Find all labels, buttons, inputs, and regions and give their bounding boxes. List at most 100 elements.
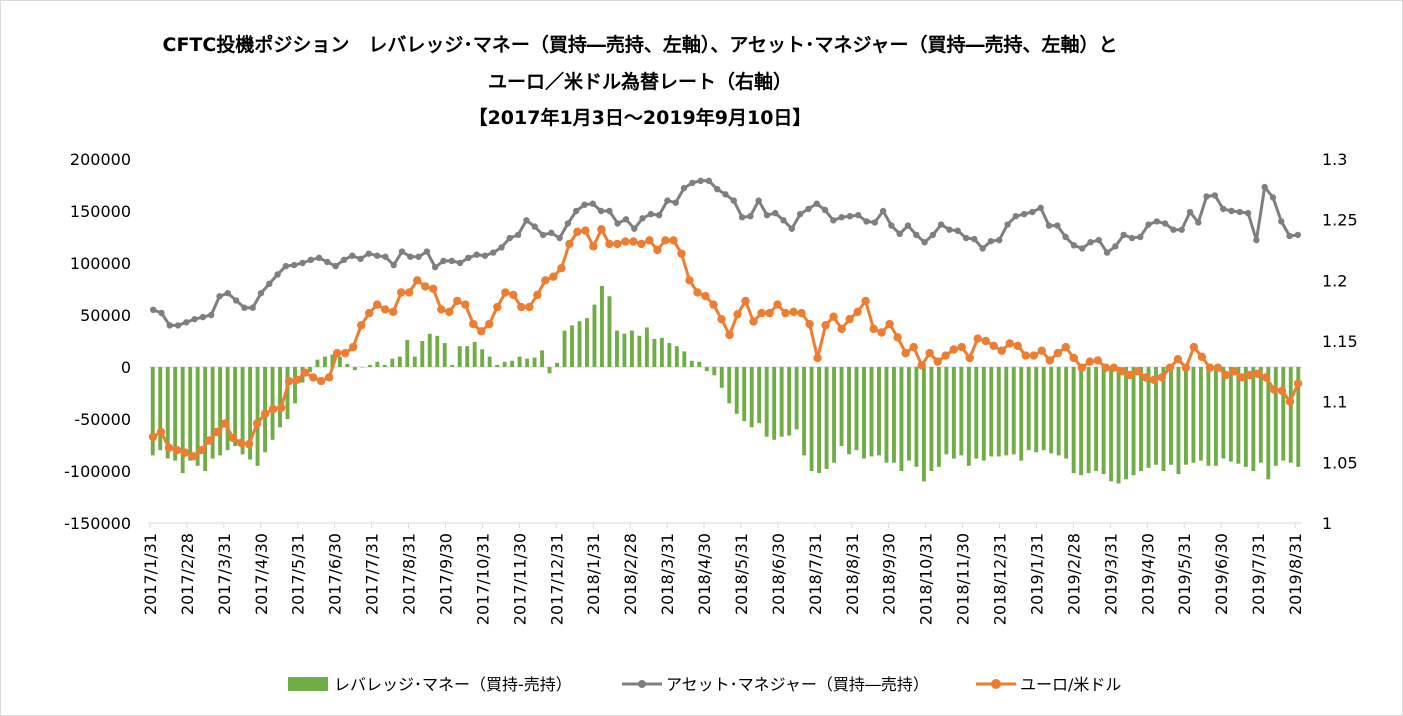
asset-manager-point [871,219,879,226]
leveraged-money-bar [1228,367,1233,462]
leveraged-money-bar [869,367,874,457]
leveraged-money-bar [974,367,979,459]
asset-manager-point [498,244,505,251]
x-axis-tick-label: 2017/8/31 [400,533,419,615]
eurusd-point [477,327,486,336]
leveraged-money-bar [465,346,470,367]
eurusd-point [565,239,574,249]
x-axis-tick-label: 2019/4/30 [1138,533,1157,615]
eurusd-point [1101,363,1111,372]
leveraged-money-bar [667,343,672,367]
asset-manager-point [183,319,190,326]
eurusd-point [741,296,750,306]
asset-manager-point [755,197,762,204]
asset-manager-point [647,210,655,218]
eurusd-point [156,427,166,437]
asset-manager-point [572,207,580,215]
leveraged-money-bar [936,367,941,467]
asset-manager-point [689,179,696,187]
eurusd-point [389,307,398,317]
x-axis-tick-label: 2019/5/31 [1175,533,1194,615]
eurusd-point [308,373,318,382]
asset-manager-point [1261,183,1268,191]
eurusd-point [1133,367,1143,376]
leveraged-money-bar [173,367,178,461]
leveraged-money-bar [195,367,200,466]
legend-label-leveraged-money: レバレッジ･マネー（買持-売持） [334,675,572,694]
asset-manager-point [456,259,464,267]
leveraged-money-bar [248,367,253,460]
asset-manager-point [622,216,630,223]
asset-manager-point [846,213,854,220]
leveraged-money-bar [352,367,357,371]
leveraged-money-bar [1026,367,1031,451]
asset-manager-point [473,251,480,258]
x-axis-tick-label: 2018/10/31 [917,533,936,625]
eurusd-point [1045,356,1054,365]
asset-manager-point [266,280,273,287]
eurusd-point [757,308,766,318]
leveraged-money-bar [787,367,792,436]
leveraged-money-bar [1079,367,1084,476]
eurusd-point [1149,375,1159,385]
asset-manager-point [373,252,381,259]
asset-manager-point [1203,193,1210,200]
eurusd-point [965,353,974,363]
asset-manager-point [506,234,514,242]
asset-manager-point [1012,213,1020,220]
leveraged-money-bar [674,346,679,367]
asset-manager-point [888,222,895,229]
asset-manager-point [1236,208,1243,216]
leveraged-money-bar [1288,367,1293,463]
asset-manager-point [796,210,804,218]
eurusd-point [789,307,798,317]
eurusd-point [172,446,182,455]
eurusd-point [260,409,270,418]
eurusd-point [332,348,342,358]
leveraged-money-bar [824,367,829,469]
x-axis-tick-label: 2017/9/30 [436,533,455,615]
leveraged-money-bar [1266,367,1271,480]
asset-manager-point [1195,219,1202,226]
eurusd-point [1077,363,1087,372]
leveraged-money-bar [255,367,260,466]
x-axis-tick-label: 2018/5/31 [732,533,751,615]
eurusd-point [1053,348,1062,358]
leveraged-money-bar [517,356,522,367]
asset-manager-point [1078,245,1086,252]
eurusd-point [765,308,774,318]
eurusd-point [549,272,558,281]
asset-manager-point [539,231,547,239]
asset-manager-point [290,261,298,269]
leveraged-money-bar [629,330,634,367]
legend-swatch-leveraged-money [288,677,328,691]
eurusd-point [164,443,174,452]
asset-manager-point [1161,220,1169,227]
eurusd-point [485,319,494,329]
eurusd-point [701,291,710,301]
asset-manager-point [1145,221,1152,228]
asset-manager-point [772,209,779,217]
x-axis-tick-label: 2018/6/30 [769,533,788,615]
leveraged-money-bar [585,318,589,367]
eurusd-point [324,373,334,382]
leveraged-money-bar [1206,367,1211,466]
right-axis-tick-label: 1.2 [1322,271,1347,290]
leveraged-money-bar [457,346,462,367]
x-axis-tick-label: 2018/3/31 [658,533,677,615]
leveraged-money-bar [1169,367,1173,465]
asset-manager-point [606,207,613,215]
leveraged-money-bar [712,367,717,376]
asset-manager-point [705,177,713,185]
leveraged-money-bar [420,341,425,367]
asset-manager-point [523,217,530,224]
asset-manager-point [937,221,945,228]
legend-marker-asset-manager [638,680,646,688]
eurusd-point [1269,385,1279,394]
leveraged-money-bar [704,367,709,372]
leveraged-money-bar [158,367,163,451]
eurusd-point [517,302,526,312]
asset-manager-point [1186,208,1194,216]
leveraged-money-bar [1071,367,1076,474]
leveraged-money-bar [278,367,282,428]
